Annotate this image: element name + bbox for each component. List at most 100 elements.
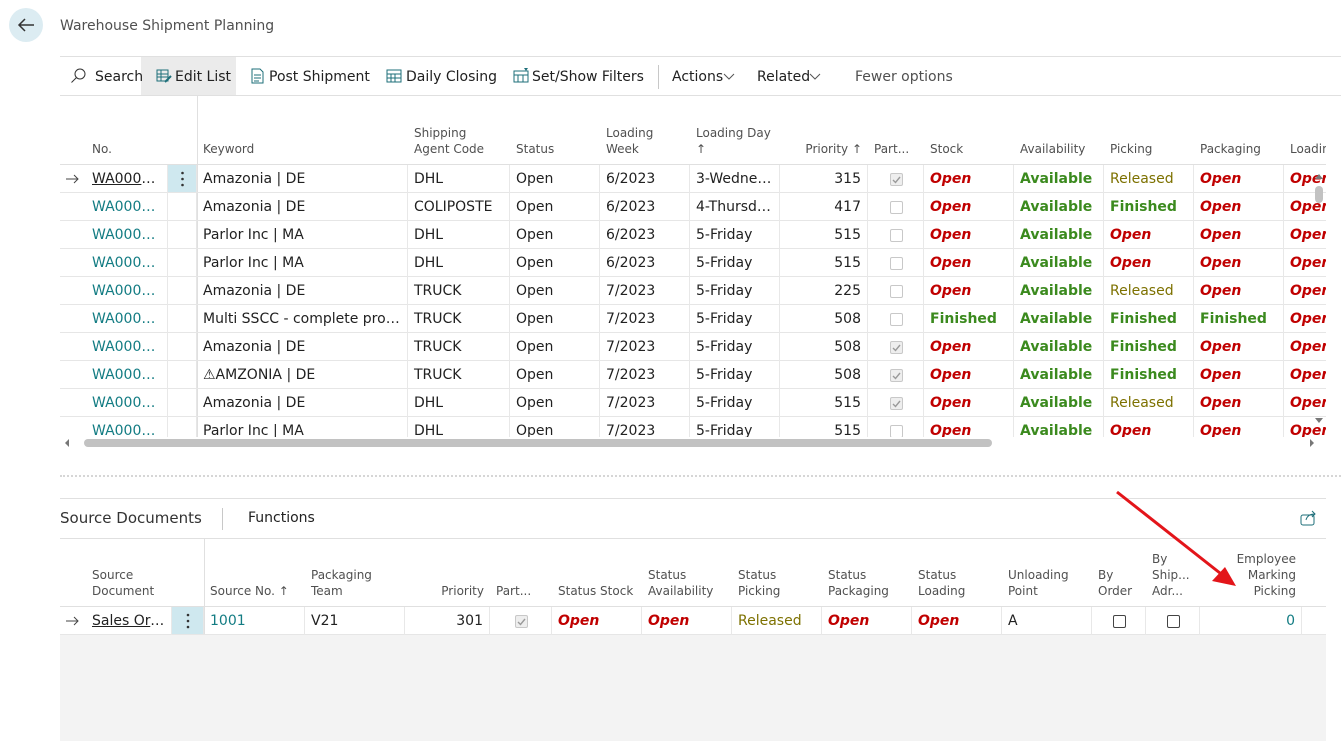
row-actions[interactable] (168, 333, 197, 360)
cell[interactable]: WA0000013 (86, 249, 168, 277)
row-actions[interactable] (172, 607, 204, 634)
cell: TRUCK (408, 361, 510, 389)
row-line (60, 248, 1326, 249)
column-header[interactable]: Packaging Team (305, 539, 405, 607)
column-header[interactable]: Unloading Point (1002, 539, 1092, 607)
cell[interactable]: 0 (1200, 607, 1302, 635)
row-line (60, 220, 1326, 221)
column-header[interactable]: Status Availability (642, 539, 732, 607)
toolbar-button[interactable]: Edit List (175, 69, 232, 85)
cell: Open (510, 249, 600, 277)
cell (490, 607, 552, 635)
toolbar-button[interactable]: Fewer options (855, 69, 953, 85)
column-header[interactable]: Employee Marking Picking (1200, 539, 1302, 607)
cell: 4-Thursday (690, 193, 780, 221)
column-header[interactable]: Priority (405, 539, 490, 607)
cell[interactable]: WA0000004 (86, 305, 168, 333)
vertical-scrollbar (1315, 174, 1323, 423)
column-header[interactable]: Availability (1014, 96, 1104, 165)
column-header[interactable]: Keyword (197, 96, 408, 165)
column-header[interactable]: Stock (924, 96, 1014, 165)
column-header[interactable]: Picking (1104, 96, 1194, 165)
row-actions[interactable] (168, 305, 197, 332)
toolbar-button[interactable]: Set/Show Filters (532, 69, 644, 85)
toolbar-menu[interactable]: Actions (672, 69, 724, 85)
checkbox[interactable] (1167, 615, 1180, 628)
cell: Available (1014, 389, 1104, 417)
toolbar-menu[interactable]: Related (757, 69, 811, 85)
edit-list-icon (156, 69, 172, 83)
column-header[interactable]: Packaging (1194, 96, 1284, 165)
column-header[interactable]: By Ship... Adr... (1146, 539, 1200, 607)
row-actions[interactable] (168, 389, 197, 416)
column-header[interactable]: Status Picking (732, 539, 822, 607)
cell: Multi SSCC - complete process... (197, 305, 408, 333)
column-header[interactable]: Shipping Agent Code (408, 96, 510, 165)
cell[interactable]: WA0000011 (86, 193, 168, 221)
cell: 515 (780, 417, 868, 437)
subpage-action[interactable]: Functions (248, 510, 315, 526)
page-title: Warehouse Shipment Planning (60, 18, 275, 34)
column-header[interactable]: Status Packaging (822, 539, 912, 607)
cell: 7/2023 (600, 305, 690, 333)
column-header-text: Loading Week (606, 126, 654, 156)
row-actions[interactable] (168, 221, 197, 248)
checkbox (890, 201, 903, 214)
cell: Amazonia | DE (197, 333, 408, 361)
column-header[interactable]: Part... (868, 96, 924, 165)
row-actions[interactable] (168, 249, 197, 276)
row-actions[interactable] (168, 165, 197, 192)
column-header[interactable]: No. (86, 96, 168, 165)
column-header[interactable]: Status Loading (912, 539, 1002, 607)
row-actions[interactable] (168, 193, 197, 220)
cell[interactable]: WA0000015 (86, 417, 168, 437)
cell: Open (1194, 277, 1284, 305)
column-header[interactable]: Status (510, 96, 600, 165)
cell[interactable]: Sales Order (86, 607, 172, 635)
row-actions[interactable] (168, 277, 197, 304)
column-header-text: Keyword (203, 142, 255, 156)
cell[interactable]: 1001 (204, 607, 305, 635)
back-button[interactable] (9, 8, 43, 42)
cell: Open (1104, 417, 1194, 437)
cell: Open (552, 607, 642, 635)
toolbar-button[interactable]: Search (95, 69, 144, 85)
cell: Open (1194, 361, 1284, 389)
cell[interactable]: WA0000005 (86, 333, 168, 361)
column-header[interactable]: Part... (490, 539, 552, 607)
cell[interactable]: WA0000006 (86, 361, 168, 389)
cell: Open (1194, 249, 1284, 277)
column-header[interactable]: Loading (1284, 96, 1326, 165)
column-header-text: Source No. ↑ (210, 584, 289, 598)
cell: Open (1194, 193, 1284, 221)
splitter[interactable] (60, 475, 1341, 477)
column-header[interactable]: Source Document (86, 539, 172, 607)
cell[interactable]: WA0000003 (86, 277, 168, 305)
cell: 5-Friday (690, 417, 780, 437)
checkbox (890, 285, 903, 298)
column-header[interactable]: Loading Week (600, 96, 690, 165)
cell: A (1002, 607, 1092, 635)
cell: Finished (1104, 305, 1194, 333)
cell: Open (924, 249, 1014, 277)
cell: 515 (780, 249, 868, 277)
cell[interactable]: WA0000007 (86, 389, 168, 417)
toolbar-button[interactable]: Post Shipment (269, 69, 370, 85)
cell[interactable]: WA0000001 (86, 165, 168, 193)
share-icon[interactable] (1300, 510, 1318, 526)
column-header[interactable]: Status Stock (552, 539, 642, 607)
column-header[interactable]: By Order (1092, 539, 1146, 607)
row-actions[interactable] (168, 417, 197, 437)
column-header[interactable]: Priority ↑ (780, 96, 868, 165)
divider (60, 538, 1326, 539)
cell: Available (1014, 417, 1104, 437)
header-band (60, 96, 1326, 165)
row-actions[interactable] (168, 361, 197, 388)
cell: Open (510, 333, 600, 361)
rows-band (60, 165, 1326, 437)
column-header[interactable]: Source No. ↑ (204, 539, 305, 607)
cell[interactable]: WA0000012 (86, 221, 168, 249)
toolbar-button[interactable]: Daily Closing (406, 69, 498, 85)
column-header[interactable]: Loading Day ↑ (690, 96, 780, 165)
checkbox[interactable] (1113, 615, 1126, 628)
